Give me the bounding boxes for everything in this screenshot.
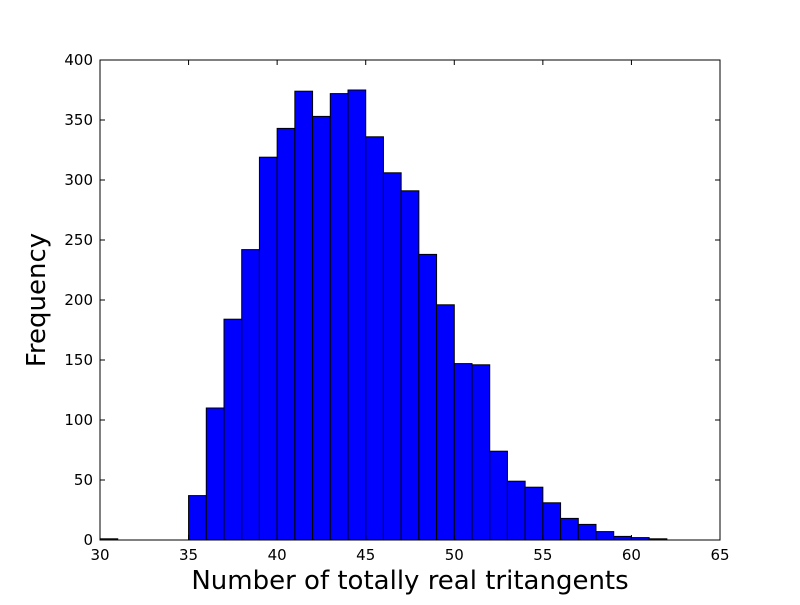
y-tick-label: 400 (64, 51, 93, 69)
histogram-bar (560, 517, 579, 541)
x-tick-label: 45 (356, 546, 375, 564)
y-axis-label: Frequency (22, 233, 52, 367)
y-tick-label: 100 (64, 411, 93, 429)
histogram-bar (241, 249, 260, 541)
y-tick-label: 200 (64, 291, 93, 309)
histogram-bar (524, 486, 544, 541)
histogram-bar (418, 253, 438, 541)
x-tick-label: 40 (268, 546, 287, 564)
x-tick-label: 30 (90, 546, 109, 564)
x-tick-label: 35 (179, 546, 198, 564)
histogram-bar (258, 156, 278, 541)
y-tick-label: 250 (64, 231, 93, 249)
y-tick-label: 350 (64, 111, 93, 129)
y-tick-label: 150 (64, 351, 93, 369)
x-tick-label: 55 (533, 546, 552, 564)
histogram-bar (595, 531, 615, 541)
histogram-bar (542, 502, 562, 541)
histogram-bar (436, 304, 455, 541)
y-tick-label: 50 (74, 471, 93, 489)
x-axis-label: Number of totally real tritangents (191, 566, 628, 596)
histogram-bar (471, 364, 491, 541)
histogram-bar (577, 523, 597, 541)
x-tick-label: 65 (710, 546, 729, 564)
histogram-bar (382, 172, 402, 541)
y-axis-ticks: 0 50 100 150 200 250 300 350 400 (64, 51, 720, 549)
histogram-bar (400, 190, 420, 541)
histogram-bar (613, 535, 632, 541)
histogram-bar (365, 136, 384, 541)
histogram-bar (329, 93, 349, 541)
histogram-bar (294, 90, 314, 541)
histogram-bar (506, 480, 526, 541)
x-axis-ticks: 30 35 40 45 50 55 60 65 (90, 60, 730, 564)
histogram-bars (99, 89, 668, 541)
histogram-bar (276, 127, 296, 541)
histogram-bar (312, 115, 331, 541)
histogram-bar (489, 450, 508, 541)
x-tick-label: 60 (622, 546, 641, 564)
histogram-bar (188, 495, 207, 541)
y-tick-label: 300 (64, 171, 93, 189)
histogram-bar (347, 89, 367, 541)
histogram-bar (205, 407, 225, 541)
y-tick-label: 0 (83, 531, 93, 549)
histogram-bar (453, 363, 473, 541)
histogram-bar (223, 318, 243, 541)
x-tick-label: 50 (445, 546, 464, 564)
